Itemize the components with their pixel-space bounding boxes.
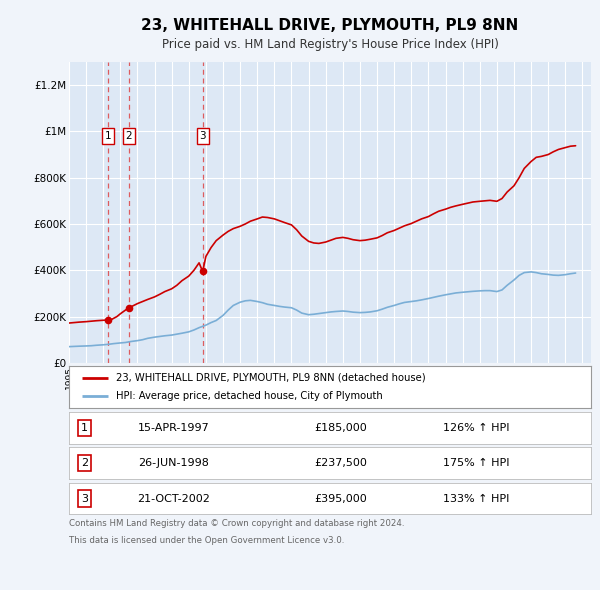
Text: 3: 3 [81,494,88,503]
Text: £395,000: £395,000 [314,494,367,503]
Text: 2: 2 [81,458,88,468]
Text: 1: 1 [81,423,88,432]
Text: 3: 3 [199,131,206,141]
Text: 23, WHITEHALL DRIVE, PLYMOUTH, PL9 8NN: 23, WHITEHALL DRIVE, PLYMOUTH, PL9 8NN [142,18,518,32]
Text: £185,000: £185,000 [314,423,367,432]
Text: 126% ↑ HPI: 126% ↑ HPI [443,423,509,432]
Text: Price paid vs. HM Land Registry's House Price Index (HPI): Price paid vs. HM Land Registry's House … [161,38,499,51]
Text: This data is licensed under the Open Government Licence v3.0.: This data is licensed under the Open Gov… [69,536,344,545]
Text: 1: 1 [105,131,112,141]
Text: 21-OCT-2002: 21-OCT-2002 [137,494,210,503]
Text: 26-JUN-1998: 26-JUN-1998 [138,458,209,468]
Text: HPI: Average price, detached house, City of Plymouth: HPI: Average price, detached house, City… [116,391,383,401]
Text: 2: 2 [125,131,132,141]
Text: Contains HM Land Registry data © Crown copyright and database right 2024.: Contains HM Land Registry data © Crown c… [69,519,404,528]
Text: £237,500: £237,500 [314,458,367,468]
Text: 133% ↑ HPI: 133% ↑ HPI [443,494,509,503]
Text: 23, WHITEHALL DRIVE, PLYMOUTH, PL9 8NN (detached house): 23, WHITEHALL DRIVE, PLYMOUTH, PL9 8NN (… [116,373,425,383]
Text: 15-APR-1997: 15-APR-1997 [137,423,209,432]
Text: 175% ↑ HPI: 175% ↑ HPI [443,458,509,468]
